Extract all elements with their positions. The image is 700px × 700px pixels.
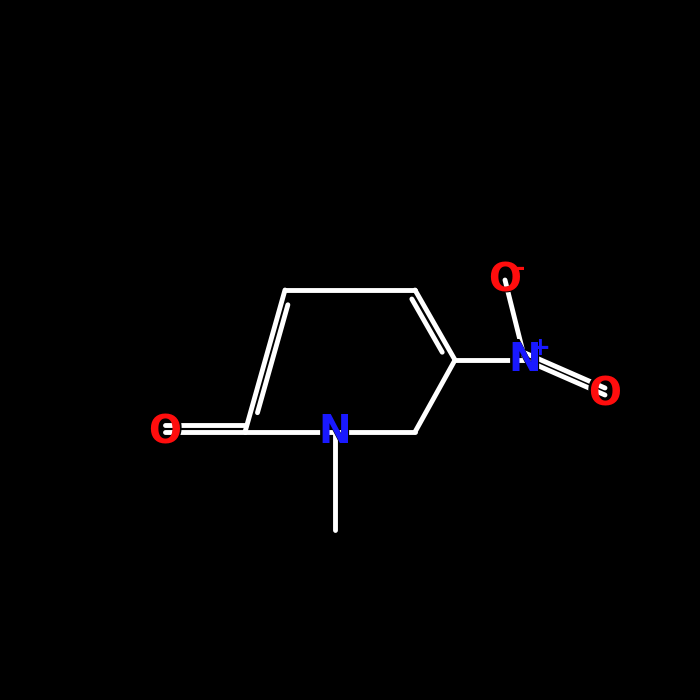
Text: O: O bbox=[148, 413, 181, 451]
Text: O: O bbox=[589, 376, 622, 414]
Text: N: N bbox=[316, 410, 354, 454]
Text: -: - bbox=[514, 256, 525, 280]
Text: O: O bbox=[586, 374, 624, 416]
Text: O: O bbox=[146, 410, 184, 454]
Text: N: N bbox=[506, 339, 544, 382]
Text: N: N bbox=[318, 413, 351, 451]
Text: N: N bbox=[509, 341, 541, 379]
Text: +: + bbox=[530, 336, 550, 360]
Text: O: O bbox=[486, 258, 524, 302]
Text: O: O bbox=[489, 261, 522, 299]
